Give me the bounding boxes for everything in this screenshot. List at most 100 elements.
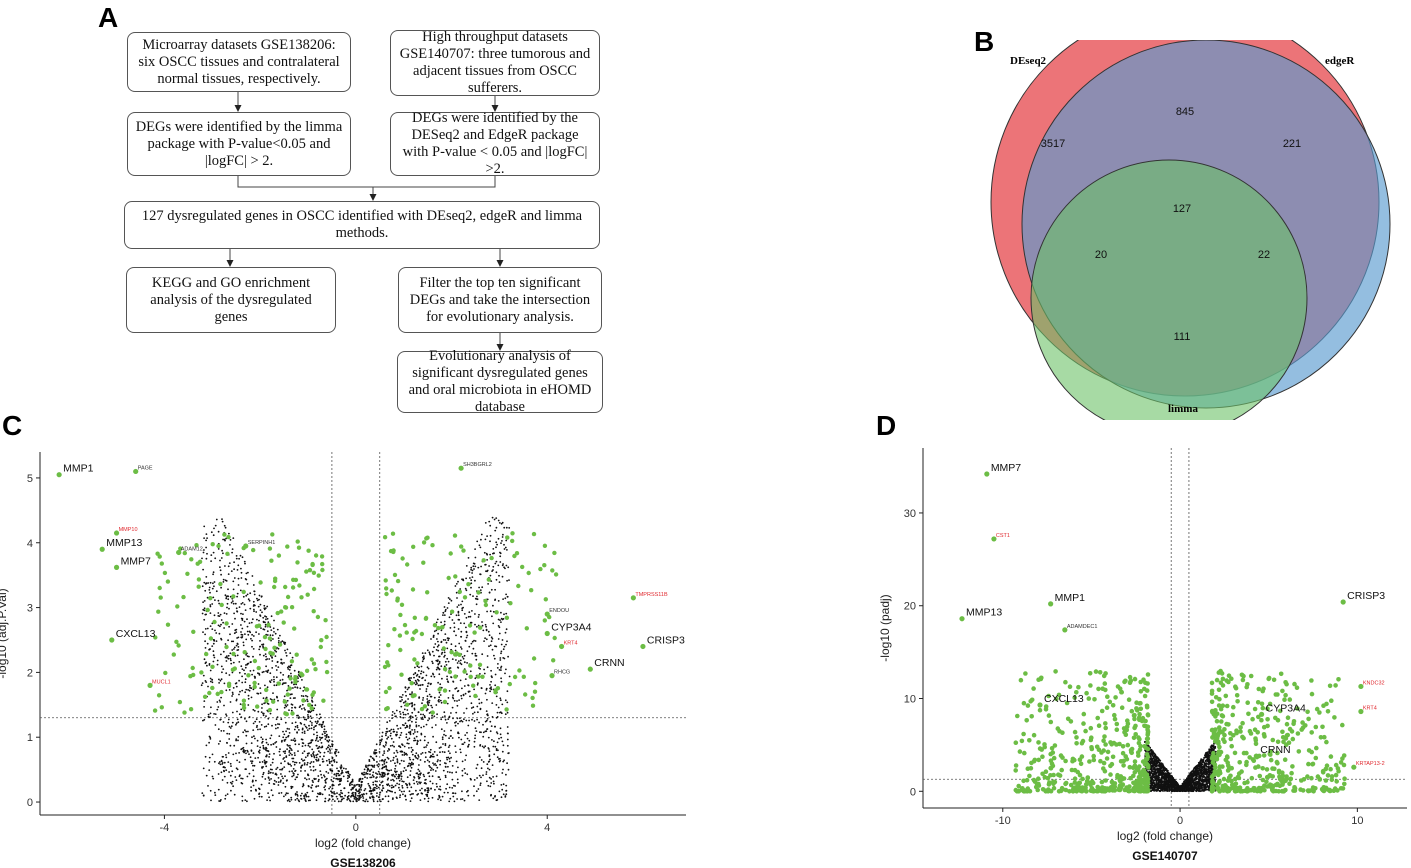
point-nonsignificant — [471, 572, 473, 574]
point-nonsignificant — [438, 662, 441, 664]
point-nonsignificant — [490, 793, 492, 796]
point-significant — [309, 657, 314, 662]
point-nonsignificant — [419, 759, 422, 761]
point-nonsignificant — [447, 791, 449, 794]
point-nonsignificant — [301, 703, 304, 706]
point-nonsignificant — [236, 637, 239, 639]
point-nonsignificant — [303, 718, 306, 721]
point-nonsignificant — [258, 721, 261, 723]
point-nonsignificant — [318, 778, 320, 781]
point-nonsignificant — [293, 752, 296, 754]
point-nonsignificant — [377, 765, 380, 768]
point-nonsignificant — [250, 621, 253, 624]
point-significant — [477, 662, 483, 667]
point-nonsignificant — [208, 664, 211, 666]
point-nonsignificant — [263, 761, 266, 764]
point-nonsignificant — [432, 735, 434, 738]
point-nonsignificant — [502, 744, 505, 747]
point-nonsignificant — [1209, 750, 1211, 753]
point-nonsignificant — [314, 720, 317, 723]
point-nonsignificant — [478, 799, 481, 801]
point-nonsignificant — [446, 722, 448, 724]
point-nonsignificant — [317, 785, 320, 787]
point-nonsignificant — [275, 741, 278, 743]
point-nonsignificant — [426, 685, 429, 688]
point-nonsignificant — [1150, 785, 1153, 787]
point-nonsignificant — [232, 661, 235, 664]
point-nonsignificant — [302, 690, 305, 692]
point-nonsignificant — [306, 729, 309, 731]
point-nonsignificant — [349, 800, 352, 803]
point-nonsignificant — [503, 526, 506, 529]
point-nonsignificant — [390, 786, 393, 789]
point-nonsignificant — [212, 571, 215, 574]
point-nonsignificant — [298, 743, 300, 746]
point-nonsignificant — [407, 698, 409, 700]
point-nonsignificant — [270, 615, 273, 618]
nonsignificant-points — [1143, 739, 1217, 793]
point-nonsignificant — [488, 776, 491, 779]
point-significant — [421, 560, 426, 565]
point-nonsignificant — [422, 773, 425, 776]
point-nonsignificant — [456, 700, 458, 702]
point-nonsignificant — [244, 681, 247, 684]
point-nonsignificant — [422, 655, 425, 658]
point-nonsignificant — [240, 665, 243, 668]
point-nonsignificant — [401, 744, 404, 746]
point-nonsignificant — [481, 624, 484, 627]
point-nonsignificant — [390, 732, 392, 735]
point-significant — [199, 670, 204, 675]
point-nonsignificant — [447, 765, 449, 768]
point-nonsignificant — [460, 663, 463, 666]
point-nonsignificant — [316, 753, 319, 756]
point-nonsignificant — [240, 571, 243, 574]
point-nonsignificant — [285, 705, 288, 708]
point-nonsignificant — [417, 775, 420, 778]
point-nonsignificant — [447, 660, 450, 663]
point-nonsignificant — [219, 625, 221, 628]
point-nonsignificant — [218, 678, 220, 681]
point-nonsignificant — [394, 784, 397, 787]
point-significant — [182, 550, 187, 556]
point-nonsignificant — [495, 578, 498, 581]
point-nonsignificant — [317, 759, 320, 762]
point-significant — [275, 610, 280, 616]
point-nonsignificant — [244, 609, 247, 611]
point-nonsignificant — [248, 716, 251, 718]
point-nonsignificant — [333, 777, 335, 780]
point-nonsignificant — [484, 745, 487, 748]
point-nonsignificant — [204, 647, 207, 649]
point-nonsignificant — [313, 755, 316, 757]
point-nonsignificant — [411, 720, 413, 723]
point-nonsignificant — [444, 639, 447, 641]
point-nonsignificant — [271, 761, 274, 764]
point-nonsignificant — [252, 708, 255, 711]
point-nonsignificant — [252, 764, 254, 767]
point-nonsignificant — [219, 740, 222, 743]
point-nonsignificant — [255, 779, 257, 782]
point-significant — [442, 666, 448, 672]
point-nonsignificant — [288, 709, 290, 711]
point-significant — [461, 548, 466, 553]
point-nonsignificant — [407, 731, 410, 734]
point-nonsignificant — [467, 557, 470, 559]
point-nonsignificant — [408, 727, 411, 729]
point-nonsignificant — [487, 736, 490, 739]
point-nonsignificant — [393, 775, 396, 777]
point-nonsignificant — [399, 710, 401, 713]
point-nonsignificant — [422, 713, 425, 716]
point-nonsignificant — [494, 673, 497, 676]
point-nonsignificant — [221, 671, 223, 674]
point-nonsignificant — [500, 621, 502, 623]
point-nonsignificant — [371, 774, 374, 777]
point-nonsignificant — [399, 727, 402, 729]
point-nonsignificant — [216, 701, 219, 703]
point-significant — [216, 543, 221, 549]
point-nonsignificant — [267, 792, 269, 794]
point-nonsignificant — [438, 668, 441, 671]
point-nonsignificant — [507, 655, 509, 658]
point-nonsignificant — [323, 728, 326, 731]
point-nonsignificant — [468, 739, 471, 742]
point-significant — [405, 702, 410, 707]
point-nonsignificant — [271, 657, 273, 659]
